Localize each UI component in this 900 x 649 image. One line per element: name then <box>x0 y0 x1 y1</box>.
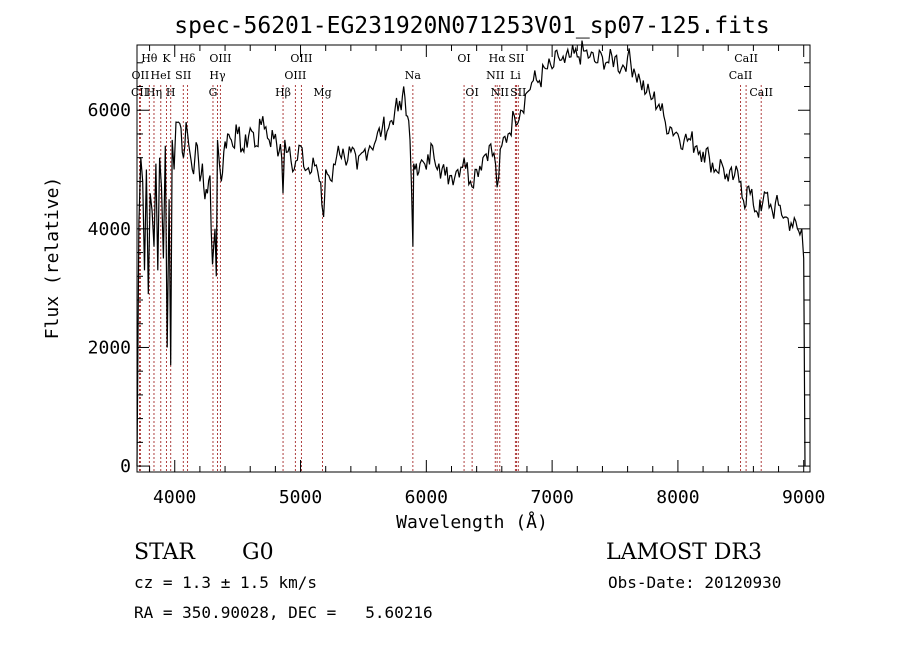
x-tick-label: 5000 <box>279 487 322 508</box>
line-marker-label: OIII <box>209 52 231 65</box>
x-tick-label: 6000 <box>405 487 448 508</box>
plot-frame <box>136 44 811 473</box>
y-tick-label: 2000 <box>88 337 131 358</box>
line-marker-label: G <box>209 86 218 99</box>
spectrum-line <box>136 40 806 467</box>
line-marker-label: Hδ <box>179 52 196 65</box>
line-marker-label: CaII <box>729 69 753 82</box>
coordinates: RA = 350.90028, DEC = 5.60216 <box>134 603 433 622</box>
y-axis-ticks: 0 2000 4000 6000 <box>88 62 810 477</box>
line-marker-label: HeI <box>151 69 171 82</box>
observation-date: Obs-Date: 20120930 <box>608 573 782 592</box>
line-marker-label: SII <box>508 52 524 65</box>
line-marker-label: Hη <box>146 86 162 99</box>
line-marker-label: Hβ <box>275 86 291 99</box>
line-marker-label: Li <box>510 69 521 82</box>
line-marker-label: OIII <box>284 69 306 82</box>
line-marker-label: CaII <box>734 52 758 65</box>
x-axis-ticks: 4000 5000 6000 7000 8000 9000 <box>149 45 825 508</box>
chart-title: spec-56201-EG231920N071253V01_sp07-125.f… <box>174 13 769 39</box>
line-marker-label: OIII <box>290 52 312 65</box>
line-marker-label: Hγ <box>209 69 226 82</box>
line-marker-label: Mg <box>313 86 331 99</box>
line-marker-label: Na <box>405 69 422 82</box>
line-marker-label: Hα <box>489 52 507 65</box>
line-marker-label: OII <box>132 69 150 82</box>
line-marker-label: SII <box>510 86 526 99</box>
line-marker-label: K <box>162 52 171 65</box>
line-marker-label: H <box>166 86 176 99</box>
line-marker-label: CaII <box>749 86 773 99</box>
object-subclass: G0 <box>242 540 274 565</box>
line-marker-label: OI <box>457 52 470 65</box>
y-tick-label: 0 <box>120 456 131 477</box>
x-tick-label: 7000 <box>530 487 573 508</box>
y-axis-label: Flux (relative) <box>42 177 63 340</box>
x-axis-label: Wavelength (Å) <box>396 511 548 533</box>
line-markers <box>139 85 762 472</box>
object-class: STAR <box>134 540 195 565</box>
line-marker-label: NII <box>486 69 504 82</box>
redshift-cz: cz = 1.3 ± 1.5 km/s <box>134 573 318 592</box>
x-tick-label: 8000 <box>656 487 699 508</box>
x-tick-label: 9000 <box>782 487 825 508</box>
line-marker-label: Hθ <box>141 52 158 65</box>
survey-name: LAMOST DR3 <box>606 540 762 565</box>
x-tick-label: 4000 <box>153 487 196 508</box>
line-marker-label: NII <box>491 86 509 99</box>
line-marker-label: OI <box>465 86 478 99</box>
y-tick-label: 4000 <box>88 219 131 240</box>
y-tick-label: 6000 <box>88 100 131 121</box>
line-marker-label: SII <box>175 69 191 82</box>
line-marker-label: CII <box>131 86 148 99</box>
